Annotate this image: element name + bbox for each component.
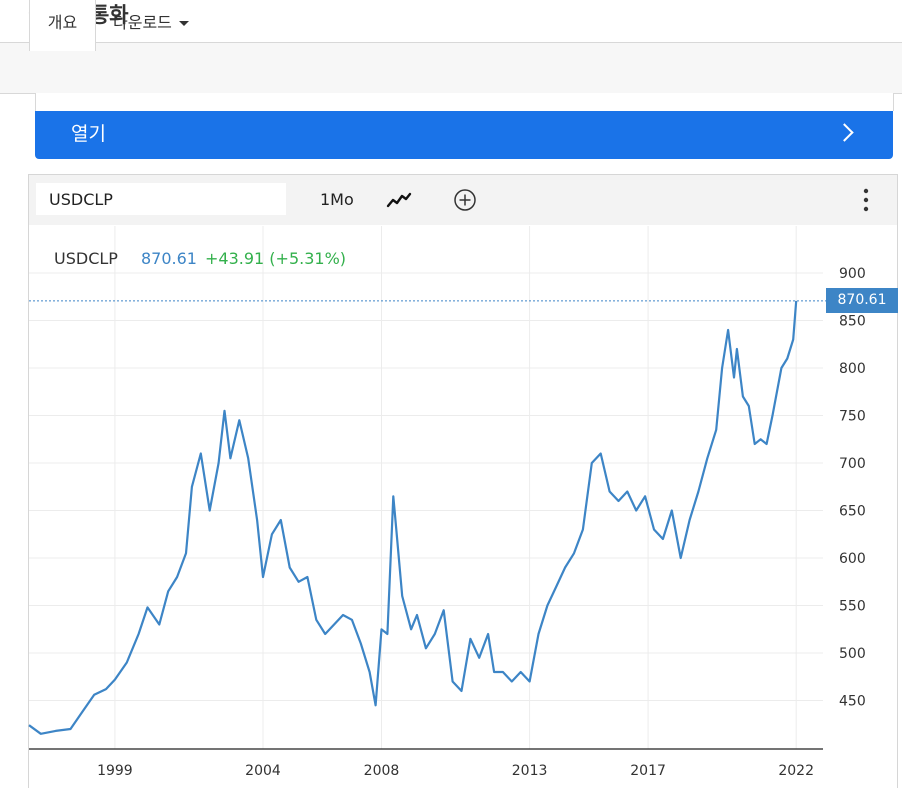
y-tick-label: 650 (839, 504, 866, 520)
open-button[interactable]: 열기 (35, 111, 893, 159)
caret-down-icon (178, 21, 189, 26)
card-top-edge (35, 93, 894, 111)
more-vert-icon[interactable] (860, 187, 872, 213)
y-tick-label: 900 (839, 266, 866, 282)
x-tick-label: 1999 (97, 763, 133, 779)
tab-download-dropdown[interactable]: 다운로드 (113, 0, 189, 50)
x-tick-label: 2008 (364, 763, 400, 779)
x-tick-label: 2004 (245, 763, 281, 779)
y-tick-label: 500 (839, 646, 866, 662)
legend-value: 870.61 (141, 249, 197, 268)
add-circle-icon[interactable] (453, 188, 477, 212)
y-tick-label: 450 (839, 694, 866, 710)
tab-download-label: 다운로드 (113, 13, 172, 32)
y-tick-label: 550 (839, 599, 866, 615)
legend-symbol: USDCLP (54, 249, 118, 268)
series-line (28, 300, 798, 735)
y-tick-label: 800 (839, 361, 866, 377)
x-tick-label: 2013 (512, 763, 548, 779)
y-tick-label: 850 (839, 314, 866, 330)
last-price-tag: 870.61 (826, 288, 898, 313)
y-tick-label: 750 (839, 409, 866, 425)
x-tick-label: 2017 (630, 763, 666, 779)
symbol-input[interactable] (36, 183, 286, 215)
tab-bar (0, 43, 902, 94)
x-tick-label: 2022 (778, 763, 814, 779)
tab-overview-label: 개요 (47, 13, 78, 32)
line-chart-icon[interactable] (386, 190, 412, 210)
tab-overview[interactable]: 개요 (29, 0, 96, 51)
legend-change: +43.91 (+5.31%) (205, 249, 347, 268)
interval-selector[interactable]: 1Mo (320, 190, 354, 209)
y-tick-label: 600 (839, 551, 866, 567)
title-divider (0, 42, 902, 43)
open-button-label: 열기 (71, 123, 106, 145)
y-tick-label: 700 (839, 456, 866, 472)
